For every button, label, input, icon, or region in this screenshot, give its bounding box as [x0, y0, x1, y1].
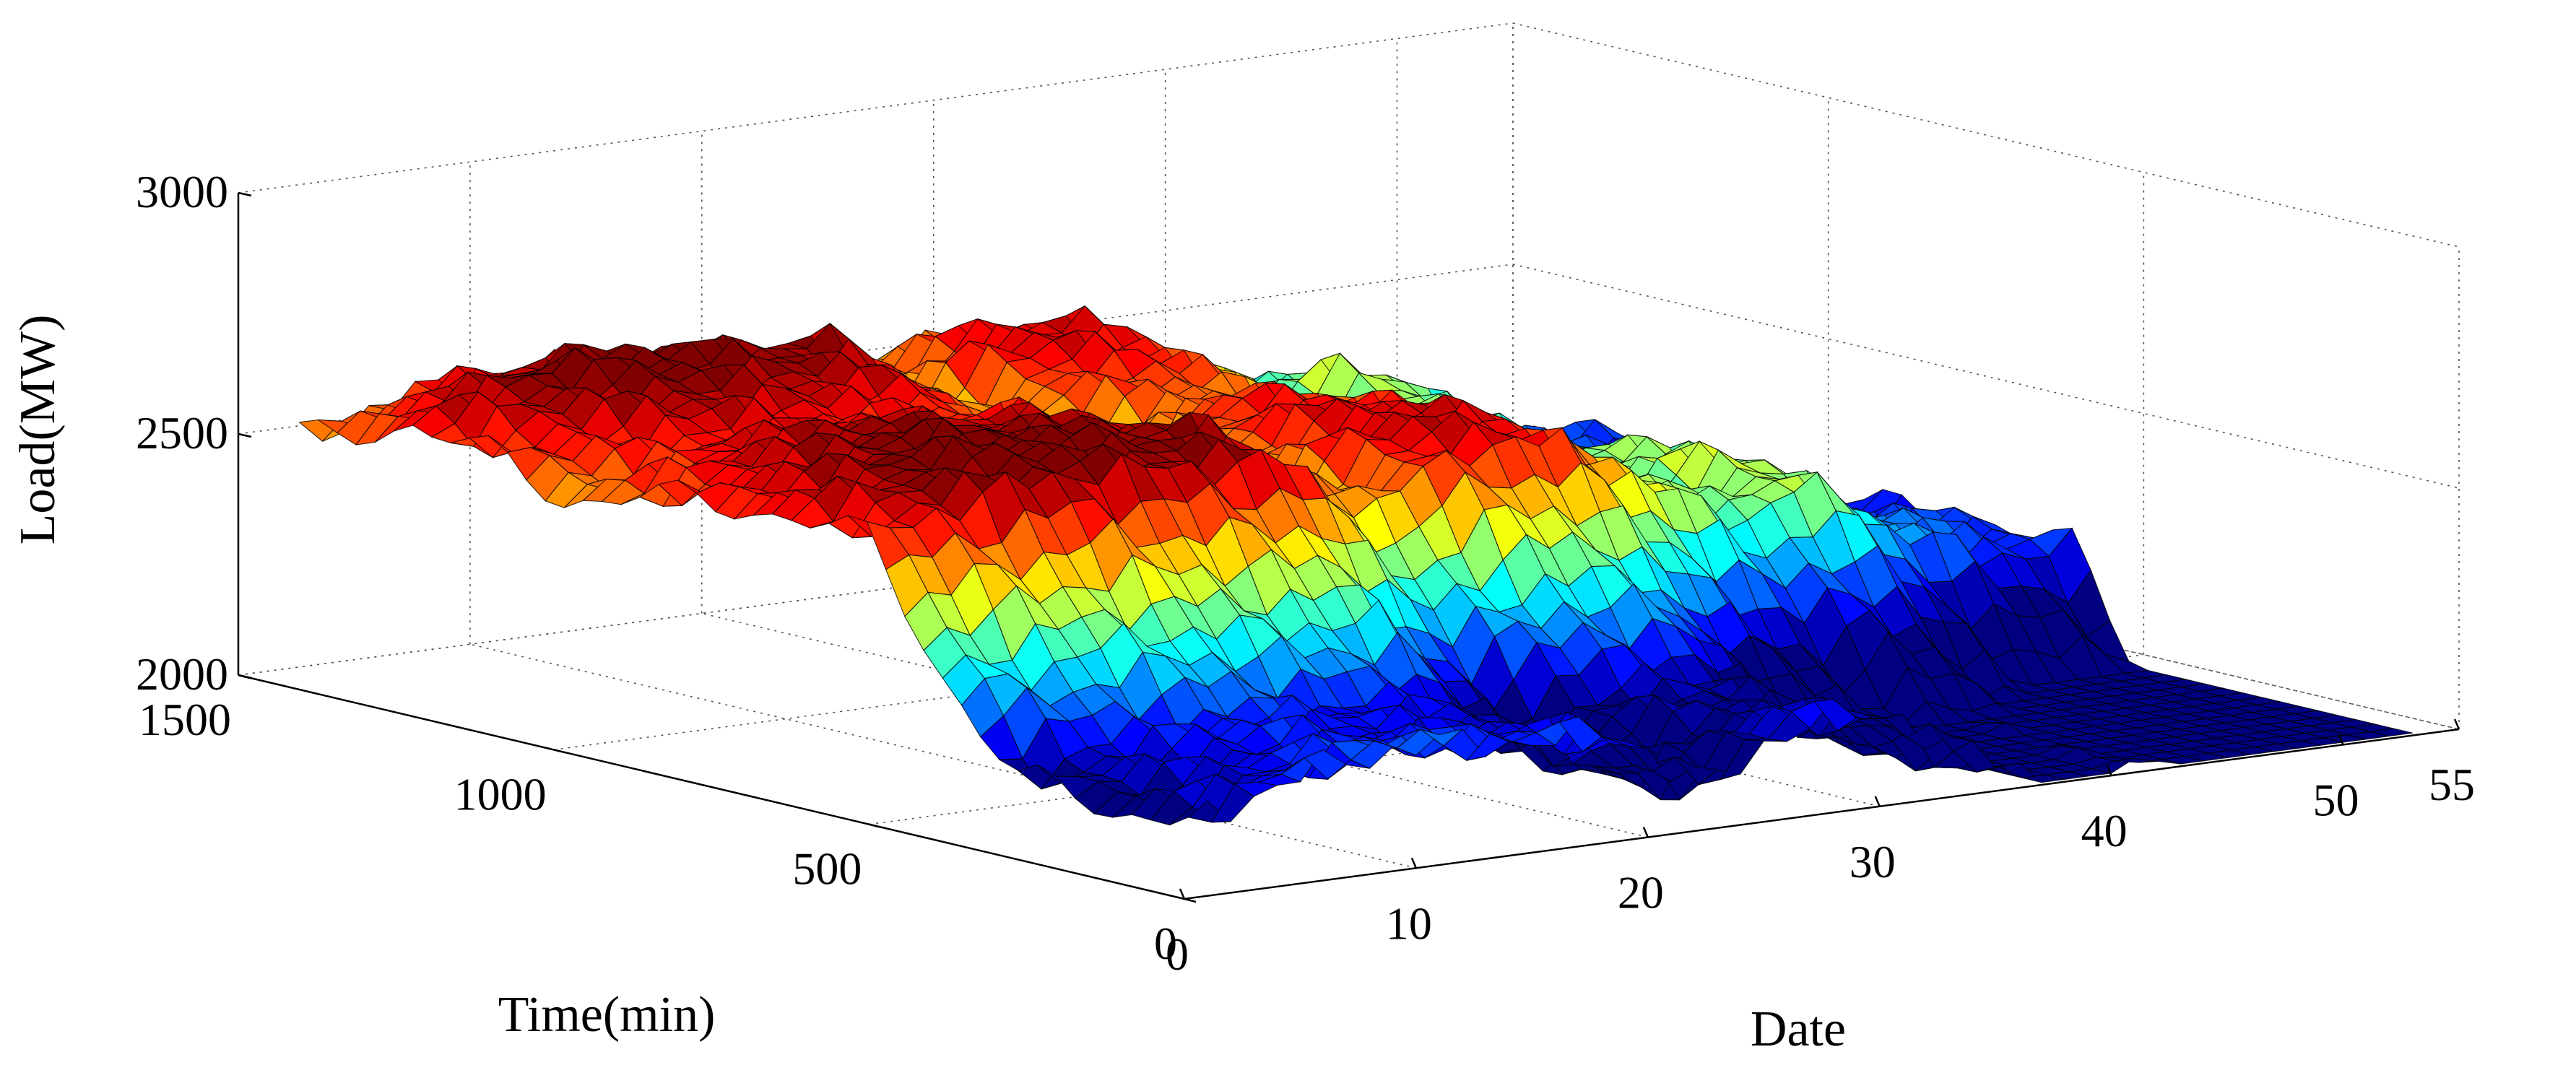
grid-line-floor-x: [469, 643, 1417, 869]
z-axis-title: Load(MW): [10, 315, 66, 545]
x-tick-mark: [1874, 796, 1881, 807]
y-tick-mark: [1184, 897, 1197, 903]
y-tick-label: 1000: [454, 768, 547, 820]
x-tick-mark: [1642, 827, 1649, 838]
y-tick-label: 500: [792, 843, 862, 895]
surface-layer: [298, 305, 2413, 826]
grid-line-sidewall-z: [1512, 22, 2460, 248]
z-tick-label: 2000: [136, 648, 228, 700]
x-tick-mark: [1179, 888, 1186, 900]
grid-line-floor-x: [701, 612, 1649, 838]
y-tick-label: 0: [1154, 918, 1177, 969]
x-tick-label: 50: [2313, 774, 2359, 825]
x-tick-mark: [2338, 734, 2344, 745]
y-tick-mark: [553, 749, 565, 754]
y-tick-label: 1500: [139, 694, 231, 745]
x-tick-label: 40: [2081, 805, 2128, 856]
y-axis-line: [238, 674, 1185, 900]
grid-line-backwall-z: [238, 22, 1514, 194]
z-tick-mark: [238, 674, 252, 679]
z-tick-label: 3000: [136, 166, 228, 217]
z-tick-mark: [238, 432, 252, 438]
x-tick-label: 30: [1849, 836, 1896, 887]
grid-line-sidewall-z: [1512, 505, 2460, 730]
x-axis-line: [1184, 728, 2460, 900]
title-layer: Load(MW) Time(min) Date: [10, 315, 1846, 1057]
x-axis-title: Date: [1751, 1001, 1846, 1057]
x-tick-label: 10: [1386, 897, 1432, 949]
x-tick-mark: [2453, 718, 2460, 730]
z-tick-mark: [238, 191, 252, 197]
y-tick-mark: [869, 823, 881, 828]
y-axis-title: Time(min): [498, 987, 716, 1043]
x-tick-label: 0: [1166, 929, 1189, 980]
surface-facet: [2370, 728, 2413, 737]
x-tick-label: 55: [2429, 759, 2475, 810]
x-tick-mark: [2106, 765, 2112, 776]
grid-line-sidewall-z: [1512, 264, 2460, 489]
z-tick-label: 2500: [136, 407, 228, 458]
grid-line-backwall-z: [238, 264, 1514, 435]
grid-line-backwall-z: [238, 505, 1514, 676]
x-tick-mark: [1410, 857, 1418, 869]
x-tick-label: 20: [1618, 867, 1664, 918]
